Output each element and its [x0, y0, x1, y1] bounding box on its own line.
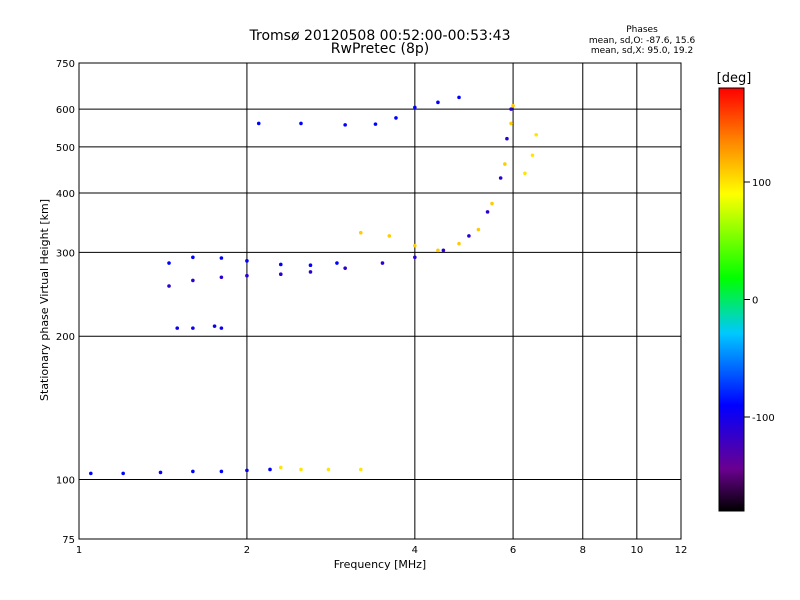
phase-stats-heading: Phases [626, 25, 658, 35]
trace-point [219, 326, 224, 330]
trace-point [530, 153, 535, 158]
x-tick-label: 1 [76, 545, 82, 556]
colorbar [718, 87, 745, 512]
trace-point [467, 234, 471, 238]
x-tick-label: 6 [510, 545, 516, 556]
trace-point [245, 273, 249, 278]
trace-point [121, 471, 125, 476]
trace-point [380, 261, 385, 265]
chart-subtitle: RwPretec (8p) [331, 41, 429, 57]
x-tick-label: 2 [244, 545, 250, 556]
trace-point [212, 324, 217, 328]
x-tick-label: 10 [630, 545, 643, 556]
trace-point [509, 121, 513, 126]
trace-point [278, 262, 283, 267]
trace-point [490, 201, 494, 206]
trace-point [219, 256, 224, 260]
trace-point [219, 275, 224, 280]
trace-point [358, 230, 363, 235]
trace-point [534, 132, 538, 137]
y-tick-label: 500 [56, 143, 75, 154]
trace-point [308, 270, 313, 274]
trace-point [219, 469, 224, 474]
trace-point [256, 121, 261, 126]
trace-point [89, 471, 93, 476]
trace-point [335, 261, 339, 265]
data-points [89, 95, 538, 476]
trace-point [191, 326, 195, 330]
trace-point [436, 100, 440, 105]
trace-point [476, 227, 481, 232]
trace-point [299, 121, 303, 126]
x-tick-label: 8 [580, 545, 586, 556]
trace-point [511, 103, 515, 108]
x-tick-label: 12 [675, 545, 688, 556]
trace-point [509, 107, 513, 111]
trace-point [498, 176, 503, 180]
y-tick-label: 75 [62, 535, 75, 546]
y-axis-ticks: 75 100 200 300 400 500 600 750 [56, 59, 75, 546]
y-tick-label: 300 [56, 248, 75, 259]
colorbar-tick-label: 0 [752, 296, 758, 307]
y-tick-label: 600 [56, 105, 75, 116]
colorbar-tick-label: -100 [752, 413, 775, 424]
trace-point [457, 241, 461, 246]
trace-point [413, 243, 417, 248]
trace-point [373, 122, 378, 126]
trace-point [191, 255, 195, 260]
colorbar-ticks: 100 0 -100 [744, 178, 775, 424]
y-tick-label: 400 [56, 189, 75, 200]
trace-point [505, 136, 509, 141]
trace-point [457, 95, 461, 100]
trace-point [523, 171, 527, 176]
trace-point [158, 470, 163, 475]
trace-point [326, 467, 331, 472]
colorbar-label: [deg] [717, 71, 752, 86]
grid-lines [79, 63, 681, 539]
colorbar-tick-label: 100 [752, 178, 771, 189]
trace-point [278, 272, 283, 277]
trace-point [441, 248, 446, 253]
trace-point [413, 255, 417, 260]
trace-point [245, 259, 249, 263]
y-tick-label: 100 [56, 476, 75, 487]
trace-point [387, 234, 392, 238]
phase-stats-o: mean, sd,O: -87.6, 15.6 [589, 36, 696, 46]
trace-point [167, 284, 171, 288]
trace-point [413, 105, 417, 110]
chart-title: Tromsø 20120508 00:52:00-00:53:43 [249, 28, 511, 44]
trace-point [299, 467, 303, 472]
y-tick-label: 750 [56, 59, 75, 70]
trace-point [343, 123, 347, 127]
y-axis-label: Stationary phase Virtual Height [km] [38, 199, 51, 401]
trace-point [245, 468, 249, 473]
trace-point [167, 261, 171, 265]
trace-point [268, 467, 272, 472]
trace-point [394, 116, 398, 120]
x-tick-label: 4 [412, 545, 418, 556]
x-axis-label: Frequency [MHz] [334, 558, 426, 571]
trace-point [343, 266, 347, 270]
trace-point [485, 210, 490, 214]
phase-stats-x: mean, sd,X: 95.0, 19.2 [591, 46, 693, 56]
y-tick-label: 200 [56, 332, 75, 343]
x-axis-ticks: 1 2 4 6 8 10 12 [76, 545, 688, 556]
plot-area [78, 62, 682, 540]
trace-point [308, 263, 313, 268]
trace-point [175, 326, 180, 330]
trace-point [278, 465, 283, 470]
trace-point [191, 278, 195, 283]
trace-point [436, 248, 440, 253]
trace-point [191, 469, 195, 474]
trace-point [503, 162, 507, 166]
trace-point [358, 467, 363, 472]
